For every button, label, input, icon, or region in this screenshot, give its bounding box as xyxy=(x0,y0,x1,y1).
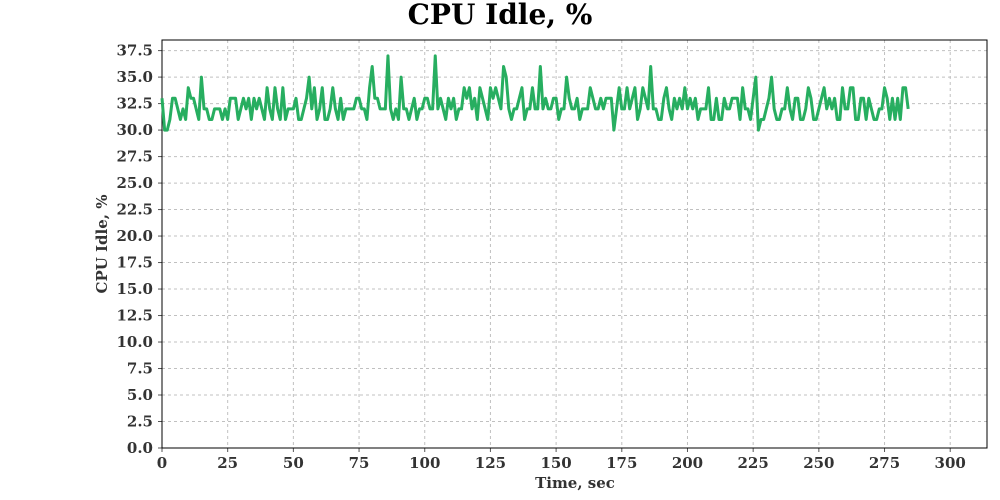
y-tick-label: 5.0 xyxy=(127,386,153,404)
x-tick-label: 200 xyxy=(672,454,703,472)
x-axis-ticks: 0 25 50 75 100 125 150 175 200 225 250 275 300 xyxy=(157,448,966,472)
x-tick-label: 75 xyxy=(349,454,370,472)
y-tick-label: 30.0 xyxy=(116,121,153,139)
y-tick-label: 22.5 xyxy=(116,201,153,219)
y-tick-label: 7.5 xyxy=(127,360,153,378)
x-tick-label: 275 xyxy=(869,454,900,472)
y-tick-label: 12.5 xyxy=(116,307,153,325)
y-tick-label: 10.0 xyxy=(116,333,153,351)
y-tick-label: 20.0 xyxy=(116,227,153,245)
y-axis-label: CPU Idle, % xyxy=(93,195,111,294)
y-tick-label: 27.5 xyxy=(116,148,153,166)
x-tick-label: 150 xyxy=(540,454,571,472)
x-axis-label: Time, sec xyxy=(535,474,615,492)
series-line-cpu-idle xyxy=(160,54,910,132)
x-tick-label: 175 xyxy=(606,454,637,472)
x-tick-label: 125 xyxy=(475,454,506,472)
chart-title: CPU Idle, % xyxy=(408,0,593,31)
x-tick-label: 300 xyxy=(935,454,966,472)
x-tick-label: 250 xyxy=(803,454,834,472)
y-tick-label: 2.5 xyxy=(127,413,153,431)
plot-frame xyxy=(161,39,988,449)
x-tick-label: 50 xyxy=(283,454,304,472)
x-tick-label: 0 xyxy=(157,454,167,472)
y-tick-label: 0.0 xyxy=(127,439,153,457)
y-tick-label: 32.5 xyxy=(116,95,153,113)
y-axis-ticks: 0.0 2.5 5.0 7.5 10.0 12.5 15.0 17.5 20.0 22.5 25.0… xyxy=(116,42,162,457)
y-tick-label: 37.5 xyxy=(116,42,153,60)
x-tick-label: 100 xyxy=(409,454,440,472)
y-tick-label: 35.0 xyxy=(116,68,153,86)
y-tick-label: 25.0 xyxy=(116,174,153,192)
y-tick-label: 15.0 xyxy=(116,280,153,298)
y-tick-label: 17.5 xyxy=(116,254,153,272)
x-tick-label: 225 xyxy=(738,454,769,472)
x-tick-label: 25 xyxy=(217,454,238,472)
